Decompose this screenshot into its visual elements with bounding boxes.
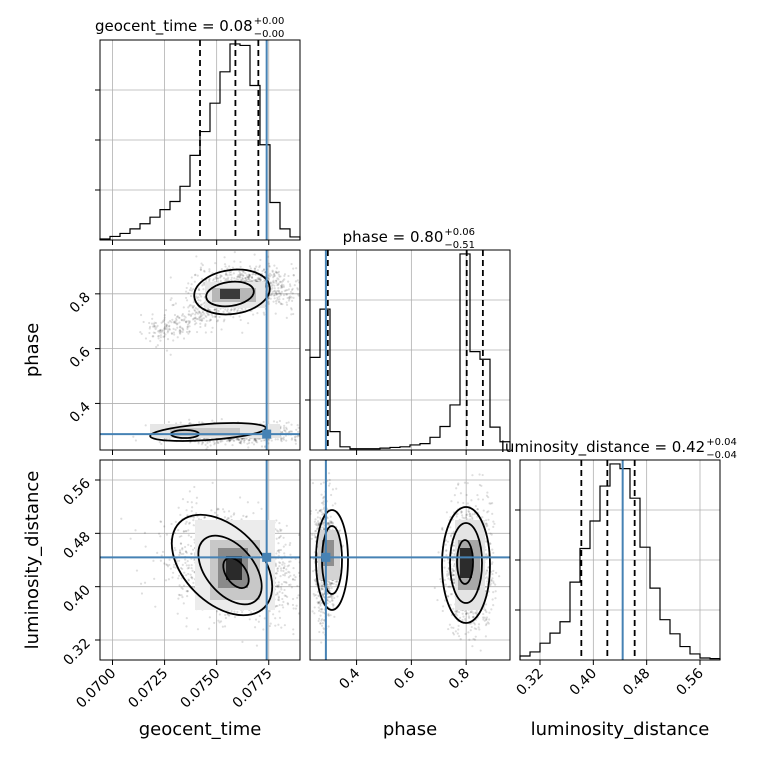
x-tick-label: 0.32 [513, 666, 546, 699]
title-sup: +0.00 [254, 16, 285, 27]
histogram-phase [309, 253, 511, 450]
x-tick-label: 0.0750 [178, 666, 224, 712]
contour-line [205, 280, 255, 308]
y-axis-label-phase: phase [22, 323, 43, 377]
x-tick-label: 0.56 [673, 665, 706, 698]
title-luminosity_distance: luminosity_distance = 0.42 +0.04 −0.04 [501, 437, 737, 461]
contour-line [170, 513, 274, 617]
contour-line [441, 506, 491, 624]
density-cell [170, 428, 240, 436]
histogram-luminosity_distance [519, 463, 721, 660]
y-tick-label: 0.32 [60, 636, 93, 669]
x-tick-label: 0.0700 [73, 666, 119, 712]
x-axis-label-luminosity_distance: luminosity_distance [531, 719, 710, 740]
x-tick-label: 0.48 [620, 666, 653, 699]
scatter-distance-phase [310, 472, 501, 652]
contour-line [315, 509, 349, 611]
title-text: geocent_time = 0.08 [95, 17, 253, 36]
contour-line [449, 522, 483, 604]
x-tick-label: 0.6 [391, 665, 418, 692]
truth-marker [321, 552, 331, 562]
y-tick-label: 0.4 [67, 399, 94, 426]
density-cell [220, 289, 240, 299]
title-text: luminosity_distance = 0.42 [501, 438, 705, 457]
density-cell [460, 548, 472, 578]
panel-frame [99, 459, 301, 661]
title-phase: phase = 0.80 +0.06 −0.51 [343, 227, 475, 251]
title-sup: +0.04 [706, 437, 737, 448]
contour-line [193, 268, 271, 316]
x-axis-label-geocent_time: geocent_time [139, 719, 262, 740]
scatter-distance-geocent_time [120, 481, 300, 647]
x-tick-label: 0.4 [336, 665, 363, 692]
x-axis-label-phase: phase [383, 719, 437, 740]
contour-line [197, 534, 263, 606]
contour-line [456, 539, 474, 585]
contour-line [222, 557, 250, 589]
density-cell [226, 556, 242, 580]
x-tick-label: 0.0775 [230, 666, 276, 712]
scatter-phase-geocent_time [132, 250, 300, 450]
x-tick-label: 0.40 [567, 666, 600, 699]
truth-marker [262, 552, 272, 562]
x-tick-label: 0.0725 [125, 666, 171, 712]
y-tick-label: 0.48 [60, 529, 93, 562]
panel-frame [99, 249, 301, 451]
x-tick-label: 0.8 [446, 666, 473, 693]
truth-marker [262, 429, 272, 439]
title-sub: −0.51 [444, 240, 475, 251]
y-tick-label: 0.40 [60, 582, 93, 615]
title-sup: +0.06 [444, 227, 475, 238]
panel-frame [309, 459, 511, 661]
y-tick-label: 0.8 [67, 289, 94, 316]
title-sub: −0.00 [254, 29, 285, 40]
title-text: phase = 0.80 [343, 228, 444, 246]
y-tick-label: 0.56 [60, 475, 93, 508]
y-axis-label-luminosity_distance: luminosity_distance [22, 471, 43, 650]
title-geocent_time: geocent_time = 0.08 +0.00 −0.00 [95, 16, 284, 40]
panel-bg [100, 250, 300, 450]
y-tick-label: 0.6 [67, 344, 94, 371]
title-sub: −0.04 [706, 450, 737, 461]
